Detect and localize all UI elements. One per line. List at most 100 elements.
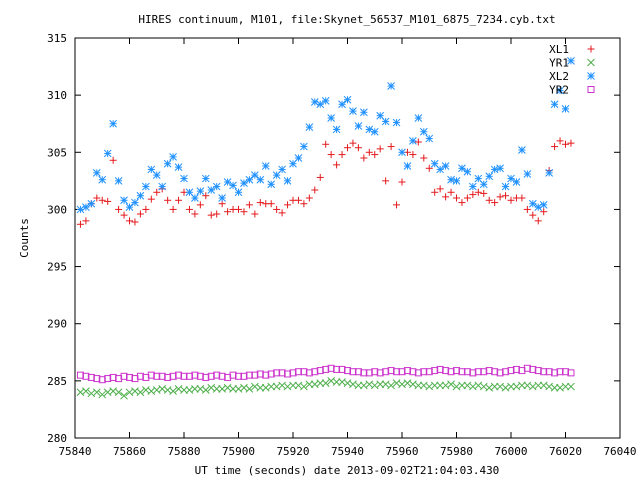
data-point [550,100,559,109]
data-point [512,178,521,186]
data-point [251,210,259,218]
data-point [300,382,308,391]
y-tick-label: 285 [47,375,67,388]
data-point [436,185,444,193]
data-point [218,372,226,380]
data-point [316,367,324,375]
data-point [529,365,537,373]
data-point [256,175,265,184]
data-point [229,181,237,190]
data-point [501,182,510,191]
data-point [109,373,117,381]
x-tick-label: 75960 [385,445,418,458]
data-point [191,385,199,393]
data-point [92,388,101,397]
data-point [485,196,493,204]
data-point [114,388,123,397]
data-point [447,188,455,196]
data-point [82,203,90,211]
data-point [213,210,221,218]
data-point [224,373,232,381]
legend-label: YR2 [549,84,569,97]
data-point [409,151,417,159]
data-point [256,383,265,392]
data-point [163,159,172,168]
data-point [212,182,221,191]
data-point [152,171,161,179]
data-point [545,169,554,177]
data-point [523,205,531,213]
data-point [305,369,313,377]
data-point [245,201,253,209]
data-point [344,144,351,152]
data-point [398,148,406,157]
legend-marker [587,72,595,80]
data-point [393,368,401,376]
y-tick-label: 310 [47,89,67,102]
data-point [229,385,237,393]
series-layer [76,57,575,400]
data-point [425,134,434,143]
data-point [354,144,362,152]
data-point [284,201,292,209]
data-point [87,373,95,381]
data-point [321,97,330,105]
data-point [185,372,193,380]
data-point [409,137,417,145]
series-yr2 [76,364,575,384]
data-point [103,149,112,158]
data-point [93,194,101,202]
data-point [474,188,482,196]
data-point [136,372,144,380]
data-point [458,199,466,207]
data-point [98,390,107,399]
data-point [561,382,570,391]
x-tick-label: 75980 [440,445,473,458]
data-point [561,105,570,113]
data-point [550,383,559,392]
data-point [196,187,205,195]
data-point [403,162,412,170]
data-point [452,177,461,185]
data-point [442,367,450,375]
data-point [431,188,439,196]
data-point [283,177,292,185]
series-yr1 [76,377,575,400]
data-point [305,194,313,202]
y-tick-label: 305 [47,146,67,159]
data-point [469,369,477,377]
data-point [436,365,444,373]
data-point [562,368,569,376]
data-point [463,194,471,202]
data-point [213,371,221,379]
x-tick-label: 75840 [58,445,91,458]
data-point [175,371,183,379]
data-point [93,375,101,383]
x-tick-label: 76020 [549,445,582,458]
data-point [430,381,439,390]
data-point [398,368,406,376]
data-point [403,367,411,375]
data-point [316,379,325,387]
data-point [485,367,493,375]
data-point [463,167,472,176]
data-point [234,188,243,197]
y-tick-label: 300 [47,203,67,216]
data-point [311,368,319,376]
data-point [556,137,564,145]
data-point [523,364,531,372]
data-point [300,142,308,151]
data-point [496,369,504,377]
x-axis: 75840 75860 75880 75900 75920 75940 75960 75980… [58,38,637,458]
legend-label: XL1 [549,43,569,56]
data-point [141,182,150,191]
data-point [294,196,302,204]
data-point [431,367,439,375]
data-point [507,196,515,204]
x-tick-label: 75880 [167,445,200,458]
data-point [82,217,90,225]
data-point [490,382,499,391]
data-point [284,370,292,378]
data-point [174,163,183,171]
